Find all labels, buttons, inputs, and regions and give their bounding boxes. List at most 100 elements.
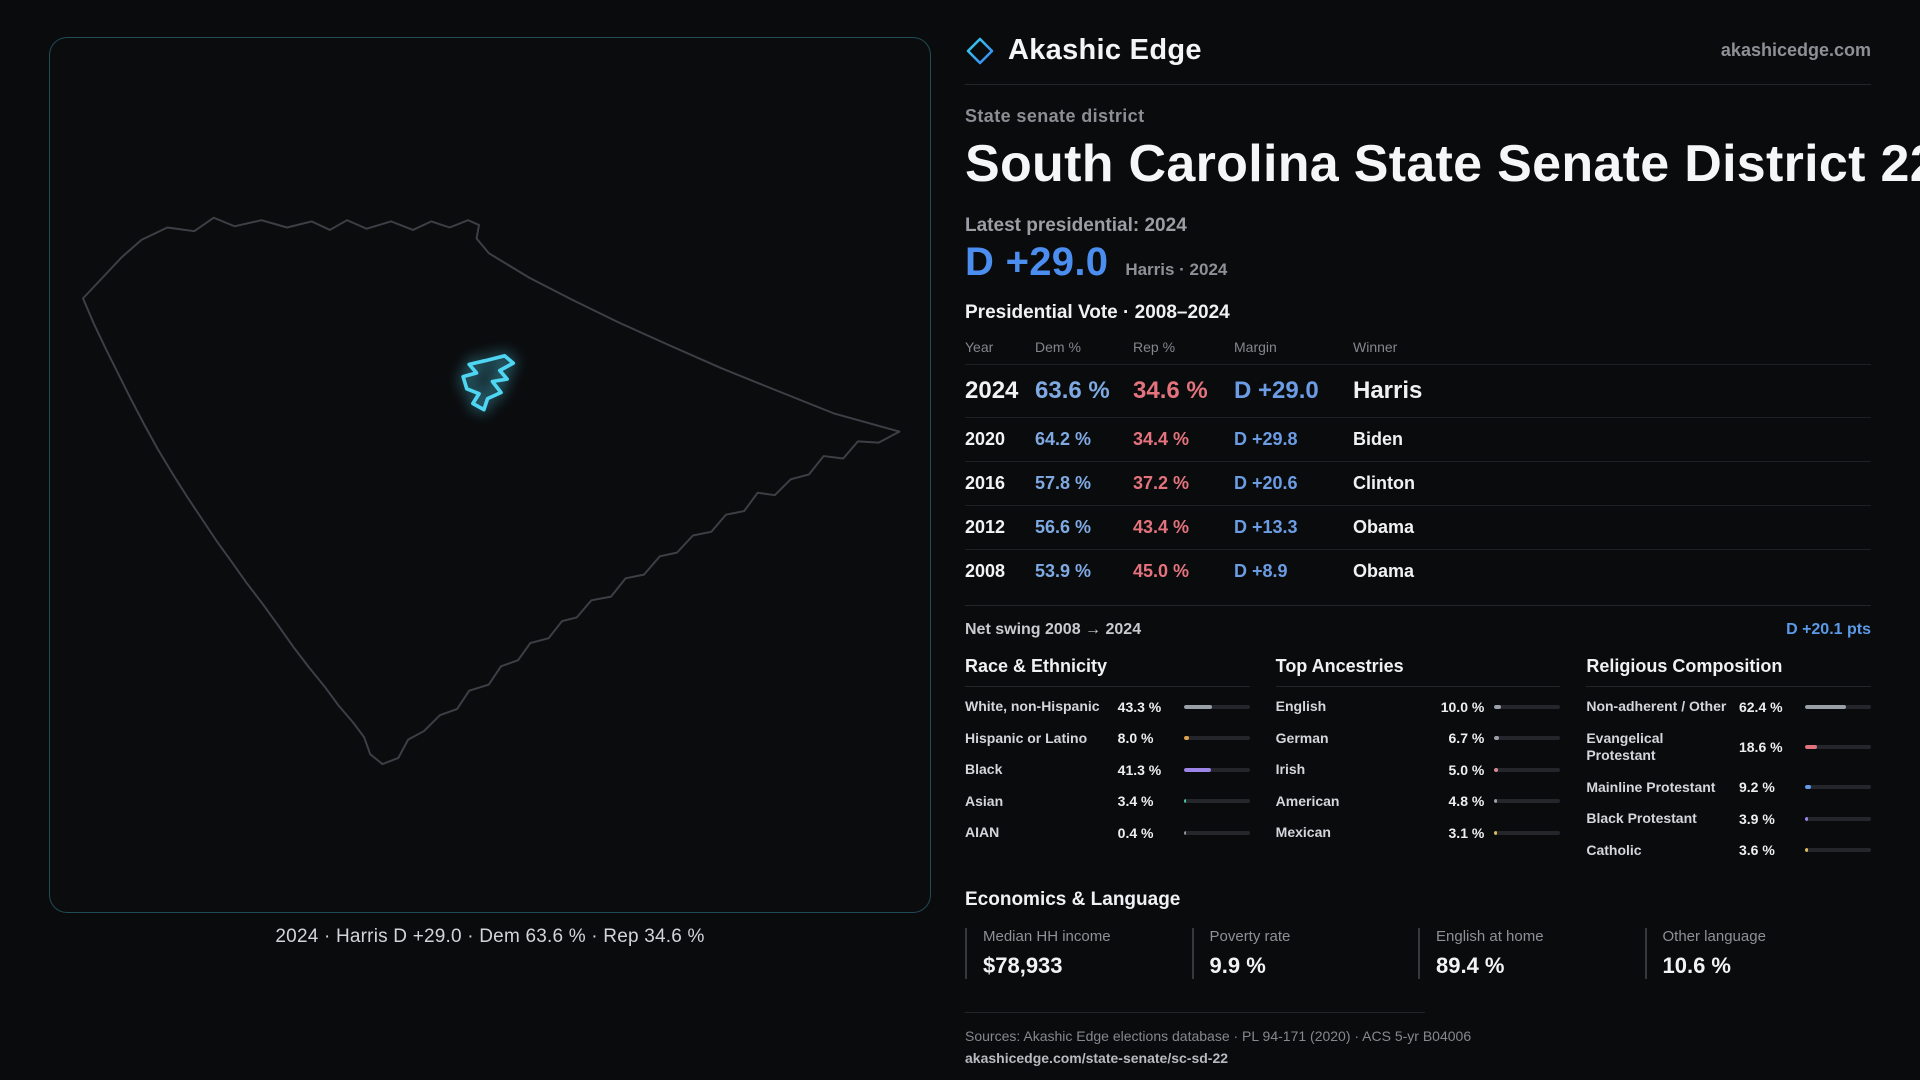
demo-bar-fill	[1804, 848, 1808, 853]
religious-composition-rows: Non-adherent / Other 62.4 % Evangelical …	[1586, 691, 1871, 866]
list-item: Black Protestant 3.9 %	[1586, 803, 1871, 835]
net-swing-label: Net swing 2008 → 2024	[965, 621, 1142, 638]
list-item: Black 41.3 %	[965, 754, 1250, 786]
list-item: Mainline Protestant 9.2 %	[1586, 772, 1871, 804]
list-item: Asian 3.4 %	[965, 786, 1250, 818]
demo-bar-fill	[1494, 736, 1499, 741]
demographics-section: Race & Ethnicity White, non-Hispanic 43.…	[965, 656, 1871, 866]
stat-card: Other language 10.6 %	[1644, 928, 1872, 979]
demo-label: Mexican	[1275, 824, 1331, 840]
demo-bar-track	[1494, 736, 1561, 741]
map-caption: 2024 · Harris D +29.0 · Dem 63.6 % · Rep…	[275, 926, 705, 947]
demo-bar-track	[1183, 767, 1250, 772]
headline-margin-value: D +29.0	[965, 240, 1109, 284]
net-swing-row: Net swing 2008 → 2024 D +20.1 pts	[965, 605, 1871, 639]
dem-pct-cell: 56.6 %	[1035, 517, 1092, 537]
list-item: Irish 5.0 %	[1276, 754, 1561, 786]
demo-value: 5.0 %	[1448, 761, 1485, 778]
demo-label: English	[1275, 698, 1327, 714]
vote-table-body: 2024 63.6 % 34.6 % D +29.0 Harris 2020 6…	[965, 364, 1871, 593]
demo-value: 10.0 %	[1440, 698, 1485, 715]
district-type-label: State senate district	[965, 106, 1145, 126]
demo-bar-fill	[1183, 830, 1187, 835]
demo-value: 3.9 %	[1738, 810, 1775, 827]
latest-presidential-label: Latest presidential: 2024	[965, 215, 1187, 236]
winner-cell: Clinton	[1353, 473, 1415, 493]
detail-column: Akashic Edge akashicedge.com State senat…	[965, 0, 1920, 1066]
demo-bar-fill	[1804, 704, 1847, 709]
demo-value: 0.4 %	[1117, 824, 1154, 841]
site-header: Akashic Edge akashicedge.com	[965, 0, 1871, 85]
stat-value: 9.9 %	[1209, 953, 1266, 978]
demo-value: 18.6 %	[1738, 739, 1783, 755]
dem-pct-cell: 63.6 %	[1035, 377, 1110, 404]
demo-bar-fill	[1183, 799, 1187, 804]
rep-pct-cell: 43.4 %	[1133, 517, 1190, 537]
demo-bar-track	[1804, 816, 1871, 821]
list-item: German 6.7 %	[1276, 723, 1561, 755]
list-item: Non-adherent / Other 62.4 %	[1586, 691, 1871, 723]
south-carolina-map	[82, 216, 901, 766]
demo-bar-fill	[1183, 704, 1213, 709]
demo-label: Non-adherent / Other	[1586, 698, 1727, 714]
rep-pct-cell: 45.0 %	[1133, 561, 1190, 581]
demo-bar-track	[1494, 767, 1561, 772]
footer-divider	[965, 1012, 1425, 1013]
state-outline-shape	[82, 216, 901, 766]
list-item: English 10.0 %	[1276, 691, 1561, 723]
permalink[interactable]: akashicedge.com/state-senate/sc-sd-22	[965, 1050, 1229, 1066]
demo-label: American	[1275, 792, 1340, 809]
list-item: Mexican 3.1 %	[1276, 817, 1561, 849]
table-row: 2012 56.6 % 43.4 % D +13.3 Obama	[965, 505, 1871, 549]
list-item: American 4.8 %	[1276, 786, 1561, 818]
highlighted-district-shape	[461, 354, 516, 412]
site-domain-link[interactable]: akashicedge.com	[1720, 40, 1871, 60]
demo-bar-track	[1183, 704, 1250, 709]
stat-label: Poverty rate	[1209, 928, 1291, 945]
rep-pct-cell: 37.2 %	[1133, 473, 1190, 493]
economics-stats: Median HH income $78,933 Poverty rate 9.…	[965, 928, 1871, 979]
demo-bar-track	[1494, 799, 1561, 804]
district-map-panel	[49, 37, 931, 913]
demo-bar-fill	[1804, 785, 1812, 790]
dem-pct-cell: 64.2 %	[1035, 429, 1092, 449]
demo-value: 62.4 %	[1738, 698, 1783, 715]
demo-bar-track	[1494, 704, 1561, 709]
demo-label: Mainline Protestant	[1586, 778, 1716, 795]
list-item: Catholic 3.6 %	[1586, 835, 1871, 867]
religious-composition-panel: Religious Composition Non-adherent / Oth…	[1586, 656, 1871, 866]
col-year: Year	[965, 339, 994, 355]
stat-value: 89.4 %	[1436, 953, 1505, 978]
demo-value: 6.7 %	[1448, 730, 1485, 747]
stat-label: Median HH income	[983, 928, 1111, 945]
stat-card: English at home 89.4 %	[1418, 928, 1645, 979]
demo-value: 3.4 %	[1117, 793, 1154, 810]
demo-bar-fill	[1804, 816, 1808, 821]
brand-diamond-icon	[966, 37, 994, 64]
demo-label: Hispanic or Latino	[965, 729, 1088, 746]
table-row: 2008 53.9 % 45.0 % D +8.9 Obama	[965, 549, 1871, 593]
demo-bar-track	[1804, 785, 1871, 790]
margin-cell: D +29.0	[1234, 377, 1319, 404]
demo-label: Black	[965, 761, 1003, 777]
col-rep: Rep %	[1133, 339, 1176, 355]
dem-pct-cell: 57.8 %	[1035, 473, 1092, 493]
year-cell: 2016	[965, 473, 1006, 493]
stat-value: $78,933	[983, 953, 1063, 978]
year-cell: 2024	[965, 377, 1019, 404]
demo-bar-track	[1183, 830, 1250, 835]
stat-card: Poverty rate 9.9 %	[1191, 928, 1419, 979]
top-ancestries-rows: English 10.0 % German 6.7 % Irish 5.0 %	[1276, 691, 1561, 849]
demo-bar-fill	[1183, 736, 1189, 741]
demo-label: Black Protestant	[1586, 810, 1697, 826]
demo-label: Catholic	[1586, 841, 1642, 858]
demo-label: Asian	[965, 792, 1004, 809]
demo-bar-fill	[1494, 767, 1498, 772]
col-winner: Winner	[1353, 339, 1398, 355]
race-ethnicity-rows: White, non-Hispanic 43.3 % Hispanic or L…	[965, 691, 1250, 849]
winner-cell: Obama	[1353, 561, 1415, 581]
race-ethnicity-panel: Race & Ethnicity White, non-Hispanic 43.…	[965, 656, 1250, 866]
demo-value: 43.3 %	[1117, 698, 1162, 715]
demo-bar-fill	[1804, 745, 1818, 749]
demo-bar-track	[1183, 799, 1250, 804]
